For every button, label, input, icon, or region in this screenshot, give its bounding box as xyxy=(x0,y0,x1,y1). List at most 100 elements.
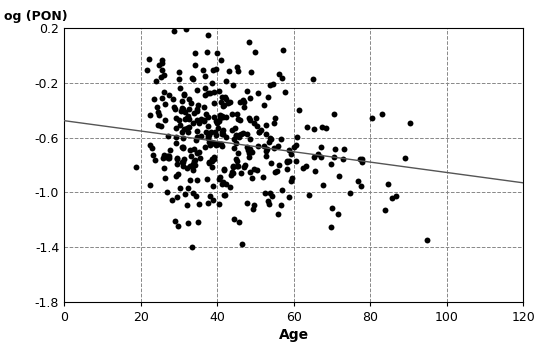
Point xyxy=(232,111,241,116)
Point xyxy=(262,149,271,154)
Point xyxy=(329,154,338,159)
Point xyxy=(162,190,171,195)
Point xyxy=(184,114,193,119)
Point xyxy=(203,123,212,129)
Point xyxy=(214,141,223,147)
Point xyxy=(164,155,173,161)
Point xyxy=(242,132,251,137)
Point xyxy=(224,100,232,106)
Point xyxy=(168,96,177,102)
Point xyxy=(220,166,229,172)
Point xyxy=(229,170,237,176)
Point xyxy=(202,129,210,135)
Point xyxy=(221,94,230,99)
Point xyxy=(214,176,223,182)
Point xyxy=(210,154,218,160)
Point xyxy=(203,135,212,141)
Point xyxy=(180,109,189,115)
Point xyxy=(313,152,322,157)
Point xyxy=(183,165,191,171)
Point xyxy=(160,117,169,123)
Point xyxy=(267,160,276,166)
Point xyxy=(216,141,225,147)
Point xyxy=(193,128,201,133)
Point xyxy=(189,191,198,196)
Point xyxy=(189,167,197,173)
Point xyxy=(173,171,182,177)
Point xyxy=(230,217,239,222)
Point xyxy=(160,154,168,159)
Point xyxy=(204,133,213,139)
Point xyxy=(309,76,318,82)
Point xyxy=(235,134,244,140)
Point xyxy=(160,72,168,78)
Point xyxy=(327,161,335,166)
Point xyxy=(154,112,163,118)
Point xyxy=(193,106,202,112)
Point xyxy=(178,144,186,149)
Point xyxy=(201,73,209,79)
Point xyxy=(358,159,367,165)
Point xyxy=(239,130,247,136)
Point xyxy=(178,159,186,165)
Point xyxy=(216,112,225,118)
Point xyxy=(193,117,201,123)
Point xyxy=(211,132,220,138)
Point xyxy=(172,135,180,140)
Point xyxy=(294,107,303,113)
Point xyxy=(186,153,195,159)
Point xyxy=(190,158,199,164)
Point xyxy=(191,62,200,67)
Point xyxy=(302,163,310,169)
Point xyxy=(219,180,227,185)
Point xyxy=(177,129,186,135)
Point xyxy=(163,155,172,161)
Point xyxy=(227,169,236,175)
Point xyxy=(244,39,253,45)
Point xyxy=(179,135,188,141)
Point xyxy=(158,67,166,72)
Point xyxy=(205,139,214,144)
Point xyxy=(400,155,409,161)
Point xyxy=(265,139,273,144)
Point xyxy=(193,87,201,93)
Point xyxy=(260,143,268,149)
Point xyxy=(202,49,211,55)
Point xyxy=(357,183,366,189)
Point xyxy=(287,175,296,181)
Point xyxy=(246,169,255,174)
Point xyxy=(183,203,191,208)
Text: og (PON): og (PON) xyxy=(4,10,68,23)
Point xyxy=(282,166,291,171)
Point xyxy=(277,187,286,193)
Point xyxy=(195,155,204,160)
Point xyxy=(211,129,219,135)
Point xyxy=(170,104,178,109)
Point xyxy=(179,163,188,169)
Point xyxy=(204,90,213,96)
Point xyxy=(154,109,162,115)
Point xyxy=(187,100,195,106)
Point xyxy=(232,133,240,139)
Point xyxy=(319,182,327,188)
Point xyxy=(214,125,222,131)
Point xyxy=(381,207,389,213)
Point xyxy=(243,89,252,94)
Point xyxy=(219,127,227,132)
Point xyxy=(209,114,218,120)
Point xyxy=(159,89,168,95)
Point xyxy=(231,156,240,162)
Point xyxy=(239,99,248,105)
Point xyxy=(317,154,325,160)
Point xyxy=(172,116,180,121)
Point xyxy=(191,50,200,56)
Point xyxy=(209,197,217,203)
Point xyxy=(292,142,300,148)
Point xyxy=(260,102,269,108)
Point xyxy=(199,118,208,123)
Point xyxy=(249,206,257,212)
Point xyxy=(180,191,189,196)
Point xyxy=(164,153,173,159)
Point xyxy=(146,112,154,118)
Point xyxy=(172,155,181,161)
